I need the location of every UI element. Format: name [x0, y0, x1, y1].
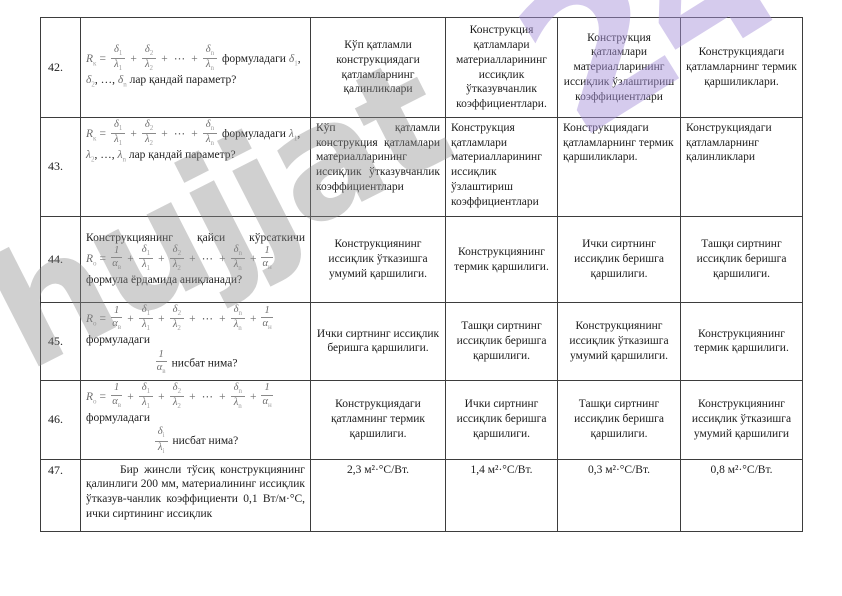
- answer-cell: Ташқи сиртнинг иссиқлик беришга қаршилиг…: [680, 216, 803, 303]
- table-row: 46. Rо = 1 αв + δ1 λ1 + δ2 λ2 + ⋯ + δn λn +1 αн формулад…: [40, 379, 803, 460]
- table-row: 42. Rк = δ1 λ1 + δ2 λ2 + ⋯ + δn λn формуладаги δ1, …: [40, 17, 803, 118]
- answer-cell: 0,8 м²·°С/Вт.: [680, 458, 803, 532]
- answer-cell: 2,3 м²·°С/Вт.: [310, 458, 446, 532]
- answer-cell: Конструкциянинг иссиқлик ўтказишга умуми…: [557, 302, 681, 381]
- answer-cell: Конструкция қатламлари материалларининг …: [445, 17, 558, 118]
- answer-cell: Конструкциянинг термик қаршилиги.: [680, 302, 803, 381]
- answer-cell: Кўп қатламли конструкциядаги қатламларни…: [310, 17, 446, 118]
- question-cell: Rк = δ1 λ1 + δ2 λ2 + ⋯ + δn λn формуладаги λ1, λ2, …: [80, 117, 311, 217]
- question-line: формула ёрдамида аниқланади?: [86, 274, 243, 287]
- question-content: Rк = δ1 λ1 + δ2 λ2 + ⋯ + δn λn формуладаги λ1, λ2, …: [86, 119, 305, 164]
- answer-cell: Конструкция қатламлари материалларининг …: [557, 17, 681, 118]
- question-line: Rо = 1 αв + δ1 λ1 + δ2 λ2 + ⋯ + δn λn +1 αн: [86, 243, 273, 273]
- row-number-cell: 47.: [40, 458, 81, 532]
- table-row: 43. Rк = δ1 λ1 + δ2 λ2 + ⋯ + δn λn формуладаги λ1, …: [40, 117, 803, 217]
- row-number-cell: 46.: [40, 379, 81, 460]
- answer-cell: 0,3 м²·°С/Вт.: [557, 458, 681, 532]
- questions-table: 42. Rк = δ1 λ1 + δ2 λ2 + ⋯ + δn λn формуладаги δ1, …: [40, 17, 803, 532]
- answer-cell: Ташқи сиртнинг иссиқлик беришга қаршилиг…: [557, 379, 681, 460]
- question-content: Конструкциянинг қайси кўрсаткичи Rо = 1 αв + δ…: [86, 231, 305, 288]
- question-content: Rк = δ1 λ1 + δ2 λ2 + ⋯ + δn λn формуладаги δ1, δ2, …: [86, 43, 305, 89]
- answer-cell: Конструкциядаги қатламларнинг қалинликла…: [680, 117, 803, 217]
- question-line: Конструкциянинг қайси кўрсаткичи: [86, 232, 305, 245]
- answer-cell: Ташқи сиртнинг иссиқлик беришга қаршилиг…: [445, 302, 558, 381]
- question-cell: Конструкциянинг қайси кўрсаткичи Rо = 1 αв + δ…: [80, 216, 311, 303]
- question-line: Rк = δ1 λ1 + δ2 λ2 + ⋯ + δn λn формуладаги δ1, δ2, …: [86, 43, 301, 89]
- answer-cell: Ички сиртнинг иссиқлик беришга қаршилиги…: [445, 379, 558, 460]
- answer-cell: Ички сиртнинг иссиқлик беришга қаршилиги…: [557, 216, 681, 303]
- question-line: Rо = 1 αв + δ1 λ1 + δ2 λ2 + ⋯ + δn λn +1 αн формуладаги: [86, 304, 273, 347]
- questions-table-wrapper: 42. Rк = δ1 λ1 + δ2 λ2 + ⋯ + δn λn формуладаги δ1, …: [40, 17, 803, 532]
- answer-cell: Конструкциянинг термик қаршилиги.: [445, 216, 558, 303]
- table-row: 47. Бир жинсли тўсиқ конструкциянинг қал…: [40, 458, 803, 532]
- question-cell: Rо = 1 αв + δ1 λ1 + δ2 λ2 + ⋯ + δn λn +1 αн формуладаги 1…: [80, 302, 311, 381]
- answer-cell: Ички сиртнинг иссиқлик беришга қаршилиги…: [310, 302, 446, 381]
- question-content: Бир жинсли тўсиқ конструкциянинг қалинли…: [86, 463, 305, 522]
- answer-cell: 1,4 м²·°С/Вт.: [445, 458, 558, 532]
- table-row: 45. Rо = 1 αв + δ1 λ1 + δ2 λ2 + ⋯ + δn λn +1 αн формулад…: [40, 302, 803, 381]
- question-content: Rо = 1 αв + δ1 λ1 + δ2 λ2 + ⋯ + δn λn +1 αн формуладаги 1…: [86, 304, 305, 377]
- answer-cell: Конструкциянинг иссиқлик ўтказишга умуми…: [310, 216, 446, 303]
- row-number-cell: 42.: [40, 17, 81, 118]
- answer-cell: Конструкциядаги қатламларнинг термик қар…: [557, 117, 681, 217]
- question-line: 1 αв нисбат нима?: [155, 348, 238, 376]
- answer-cell: Кўп қатламли конструкция қатламлари мате…: [310, 117, 446, 217]
- question-line: δi λi нисбат нима?: [86, 427, 305, 455]
- answer-cell: Конструкциядаги қатламларнинг термик қар…: [680, 17, 803, 118]
- row-number-cell: 45.: [40, 302, 81, 381]
- answer-cell: Конструкция қатламлари материалларининг …: [445, 117, 558, 217]
- row-number-cell: 44.: [40, 216, 81, 303]
- answer-cell: Конструкциянинг иссиқлик ўтказишга умуми…: [680, 379, 803, 460]
- question-cell: Бир жинсли тўсиқ конструкциянинг қалинли…: [80, 458, 311, 532]
- question-line: Rк = δ1 λ1 + δ2 λ2 + ⋯ + δn λn формуладаги λ1, λ2, …: [86, 119, 301, 164]
- answer-cell: Конструкциядаги қатламнинг термик қаршил…: [310, 379, 446, 460]
- question-line: Rо = 1 αв + δ1 λ1 + δ2 λ2 + ⋯ + δn λn +1 αн формуладаги: [86, 381, 273, 424]
- question-cell: Rк = δ1 λ1 + δ2 λ2 + ⋯ + δn λn формуладаги δ1, δ2, …: [80, 17, 311, 118]
- question-line: Бир жинсли тўсиқ конструкциянинг қалинли…: [86, 463, 305, 520]
- row-number-cell: 43.: [40, 117, 81, 217]
- question-content: Rо = 1 αв + δ1 λ1 + δ2 λ2 + ⋯ + δn λn +1 αн формуладаги δ…: [86, 381, 305, 456]
- table-row: 44. Конструкциянинг қайси кўрсаткичи Rо = 1…: [40, 216, 803, 303]
- question-cell: Rо = 1 αв + δ1 λ1 + δ2 λ2 + ⋯ + δn λn +1 αн формуладаги δ…: [80, 379, 311, 460]
